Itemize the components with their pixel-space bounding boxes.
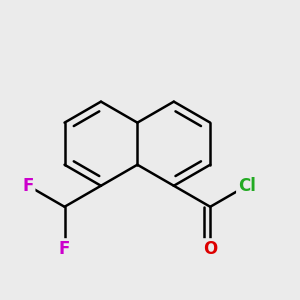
Text: F: F (59, 240, 70, 258)
Text: O: O (203, 240, 218, 258)
Text: Cl: Cl (238, 177, 256, 195)
Text: F: F (22, 177, 34, 195)
